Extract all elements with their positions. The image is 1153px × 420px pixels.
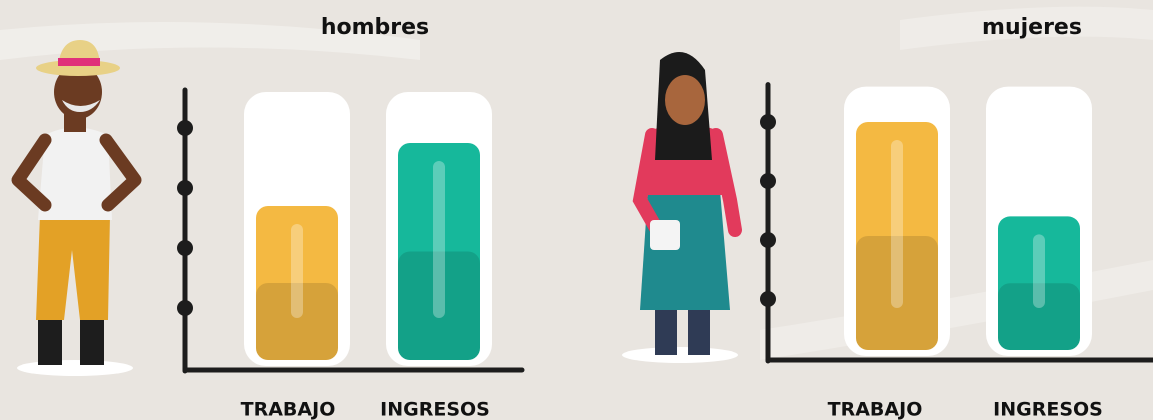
y-tick-dot (177, 180, 193, 196)
y-tick-dot (760, 291, 776, 307)
bar-shade (398, 251, 480, 360)
bar-highlight (1033, 234, 1045, 308)
x-category-label: TRABAJO (241, 399, 336, 420)
bar (998, 216, 1080, 350)
x-category-label: INGRESOS (993, 399, 1103, 420)
bar (856, 122, 938, 350)
y-tick-dot (760, 232, 776, 248)
chart-title: hombres (321, 15, 429, 40)
bar-shade (856, 236, 938, 350)
y-tick-dot (177, 300, 193, 316)
y-tick-dot (177, 240, 193, 256)
brush-stroke (760, 260, 1153, 360)
x-category-label: INGRESOS (380, 399, 490, 420)
x-category-label: TRABAJO (828, 399, 923, 420)
man-illustration (11, 40, 142, 376)
woman-illustration (622, 52, 742, 363)
bar-shade (256, 283, 338, 360)
bar-shade (998, 283, 1080, 350)
bar-highlight (433, 161, 445, 318)
y-tick-dot (177, 120, 193, 136)
brush-stroke (900, 6, 1153, 51)
bar-highlight (291, 224, 303, 318)
chart-title: mujeres (982, 15, 1082, 40)
y-tick-dot (760, 114, 776, 130)
bar (256, 206, 338, 360)
bar (398, 143, 480, 360)
y-tick-dot (760, 173, 776, 189)
bar-highlight (891, 140, 903, 308)
brush-stroke (0, 22, 420, 60)
